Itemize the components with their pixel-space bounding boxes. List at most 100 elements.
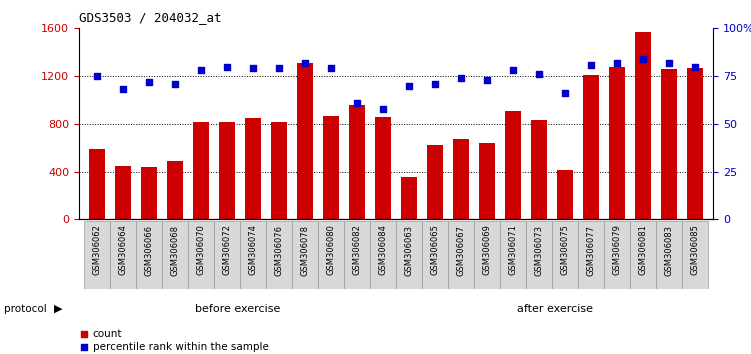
Point xyxy=(273,65,285,71)
Bar xyxy=(376,117,391,219)
Bar xyxy=(662,69,677,219)
Bar xyxy=(505,111,521,219)
Text: GSM306075: GSM306075 xyxy=(561,225,570,275)
Text: ▶: ▶ xyxy=(54,304,62,314)
Point xyxy=(299,60,311,65)
Bar xyxy=(292,221,318,289)
Point xyxy=(143,79,155,85)
Bar xyxy=(454,139,469,219)
Bar xyxy=(682,221,708,289)
Bar xyxy=(193,121,209,219)
Point xyxy=(436,175,448,181)
Bar xyxy=(370,221,397,289)
Text: GSM306066: GSM306066 xyxy=(145,225,153,276)
Bar xyxy=(318,221,344,289)
Point xyxy=(351,100,363,106)
Bar xyxy=(401,177,417,219)
Point xyxy=(169,81,181,87)
Text: GSM306062: GSM306062 xyxy=(92,225,101,275)
Text: GSM306077: GSM306077 xyxy=(587,225,596,276)
Text: GSM306080: GSM306080 xyxy=(327,225,336,275)
Bar xyxy=(500,221,526,289)
Bar xyxy=(89,149,105,219)
Text: GSM306079: GSM306079 xyxy=(613,225,622,275)
Text: after exercise: after exercise xyxy=(517,304,593,314)
Text: GSM306063: GSM306063 xyxy=(405,225,414,276)
Bar xyxy=(605,221,630,289)
Point xyxy=(663,60,675,65)
Bar xyxy=(474,221,500,289)
Text: GSM306074: GSM306074 xyxy=(249,225,258,275)
Text: GSM306070: GSM306070 xyxy=(197,225,206,275)
Text: protocol: protocol xyxy=(4,304,47,314)
Text: GSM306072: GSM306072 xyxy=(222,225,231,275)
Bar xyxy=(397,221,422,289)
Bar xyxy=(266,221,292,289)
Bar xyxy=(557,171,573,219)
Point xyxy=(403,83,415,88)
Bar xyxy=(422,221,448,289)
Text: before exercise: before exercise xyxy=(195,304,280,314)
Bar xyxy=(110,221,136,289)
Point xyxy=(221,64,233,69)
Text: GSM306081: GSM306081 xyxy=(639,225,647,275)
Bar xyxy=(162,221,188,289)
Text: percentile rank within the sample: percentile rank within the sample xyxy=(93,342,269,352)
Bar xyxy=(115,166,131,219)
Point xyxy=(559,91,572,96)
Point xyxy=(637,56,649,62)
Bar xyxy=(219,121,235,219)
Point xyxy=(481,77,493,83)
Bar xyxy=(630,221,656,289)
Text: count: count xyxy=(93,329,122,339)
Text: GSM306069: GSM306069 xyxy=(483,225,492,275)
Bar xyxy=(167,161,183,219)
Text: GSM306078: GSM306078 xyxy=(300,225,309,276)
Text: GSM306073: GSM306073 xyxy=(535,225,544,276)
Bar xyxy=(271,121,287,219)
Text: GSM306084: GSM306084 xyxy=(379,225,388,275)
Bar xyxy=(246,118,261,219)
Bar xyxy=(344,221,370,289)
Bar xyxy=(136,221,162,289)
Point xyxy=(117,87,129,92)
Text: GSM306085: GSM306085 xyxy=(691,225,700,275)
Bar xyxy=(297,63,313,219)
Point xyxy=(507,68,519,73)
Bar xyxy=(188,221,214,289)
Bar xyxy=(609,67,625,219)
Point xyxy=(585,62,597,68)
Text: GDS3503 / 204032_at: GDS3503 / 204032_at xyxy=(79,11,222,24)
Bar xyxy=(324,115,339,219)
Bar xyxy=(448,221,474,289)
Text: GSM306067: GSM306067 xyxy=(457,225,466,276)
Point xyxy=(325,65,337,71)
Point xyxy=(91,73,103,79)
Point xyxy=(195,68,207,73)
Point xyxy=(611,60,623,65)
Point xyxy=(689,64,701,69)
Bar xyxy=(427,145,443,219)
Bar xyxy=(687,68,703,219)
Text: GSM306064: GSM306064 xyxy=(119,225,128,275)
Text: GSM306071: GSM306071 xyxy=(508,225,517,275)
Point xyxy=(429,81,441,87)
Text: GSM306083: GSM306083 xyxy=(665,225,674,276)
Bar xyxy=(141,167,157,219)
Bar xyxy=(635,32,651,219)
Bar xyxy=(349,105,365,219)
Bar xyxy=(479,143,495,219)
Bar xyxy=(584,75,599,219)
Bar xyxy=(526,221,552,289)
Bar xyxy=(532,120,547,219)
Bar xyxy=(214,221,240,289)
Bar xyxy=(578,221,605,289)
Text: GSM306065: GSM306065 xyxy=(430,225,439,275)
Text: GSM306076: GSM306076 xyxy=(275,225,284,276)
Point xyxy=(377,106,389,112)
Bar xyxy=(240,221,266,289)
Point xyxy=(247,65,259,71)
Text: GSM306082: GSM306082 xyxy=(353,225,362,275)
Bar xyxy=(552,221,578,289)
Point xyxy=(455,75,467,81)
